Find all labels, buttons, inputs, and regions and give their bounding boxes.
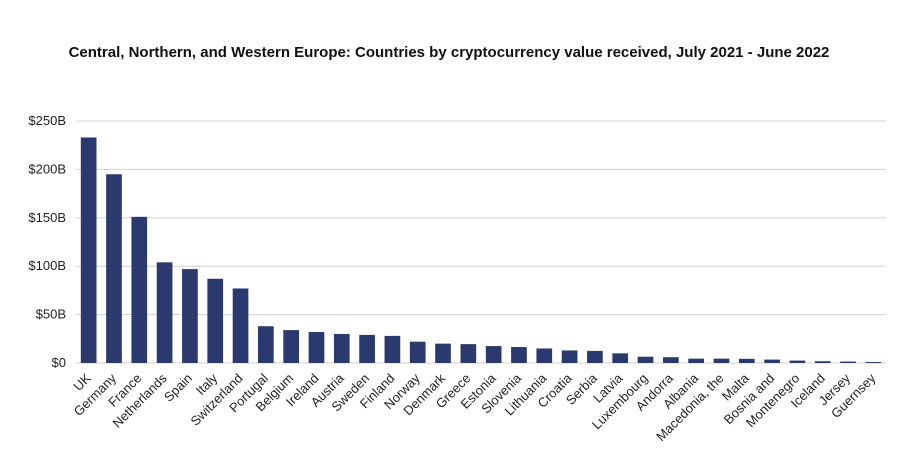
bar: [789, 360, 806, 363]
bar: [308, 332, 325, 363]
bar: [814, 361, 831, 363]
bar: [561, 350, 578, 363]
bar: [764, 359, 780, 363]
bar: [131, 216, 148, 363]
bar: [637, 356, 654, 363]
bar: [207, 278, 224, 363]
bar: [612, 353, 629, 363]
bar: [409, 341, 426, 363]
bars: [80, 137, 882, 363]
bar: [156, 262, 173, 363]
bar: [384, 335, 401, 363]
bar: [840, 361, 856, 363]
y-tick-label: $0: [52, 355, 66, 370]
y-tick-label: $50B: [36, 307, 66, 322]
bar: [460, 344, 477, 363]
bar: [587, 350, 603, 363]
bar: [182, 269, 198, 363]
bar: [511, 347, 527, 363]
bar: [536, 348, 553, 363]
x-axis-labels: UKGermanyFranceNetherlandsSpainItalySwit…: [70, 370, 878, 444]
bar: [662, 357, 679, 363]
y-axis-ticks: $0 $50B $100B $150B $200B $250B: [28, 113, 66, 370]
x-tick-label: Spain: [161, 371, 195, 405]
chart-title: Central, Northern, and Western Europe: C…: [68, 44, 830, 61]
bar: [257, 326, 274, 363]
bar: [688, 358, 705, 363]
bar: [738, 358, 755, 363]
y-tick-label: $200B: [28, 161, 66, 176]
y-tick-label: $150B: [28, 210, 66, 225]
bar: [359, 334, 375, 363]
bar: [713, 358, 730, 363]
bar: [232, 288, 249, 363]
bar: [333, 333, 350, 363]
y-tick-label: $250B: [28, 113, 66, 128]
bar: [106, 174, 122, 363]
bar: [80, 137, 97, 363]
bar: [865, 362, 882, 363]
bar: [485, 346, 502, 363]
bar: [435, 343, 451, 363]
y-tick-label: $100B: [28, 258, 66, 273]
bar: [283, 330, 300, 363]
